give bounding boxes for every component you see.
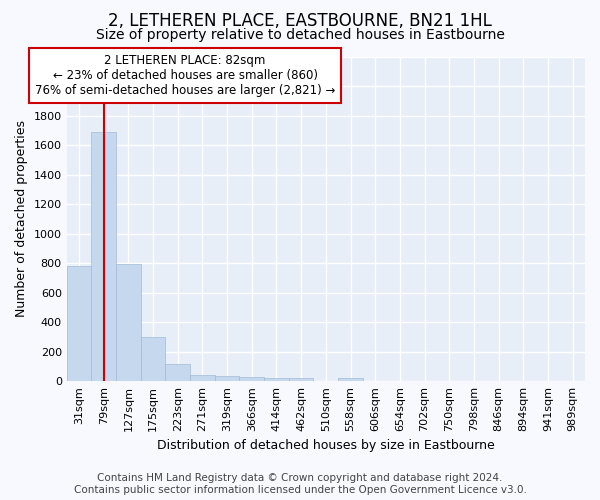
Bar [67, 266, 91, 381]
Bar [264, 378, 289, 381]
Text: 2 LETHEREN PLACE: 82sqm
← 23% of detached houses are smaller (860)
76% of semi-d: 2 LETHEREN PLACE: 82sqm ← 23% of detache… [35, 54, 335, 97]
Bar [289, 378, 313, 381]
Y-axis label: Number of detached properties: Number of detached properties [15, 120, 28, 318]
Text: Contains HM Land Registry data © Crown copyright and database right 2024.
Contai: Contains HM Land Registry data © Crown c… [74, 474, 526, 495]
Bar [190, 374, 215, 381]
Text: Size of property relative to detached houses in Eastbourne: Size of property relative to detached ho… [95, 28, 505, 42]
Bar [338, 378, 363, 381]
Bar [141, 337, 166, 381]
X-axis label: Distribution of detached houses by size in Eastbourne: Distribution of detached houses by size … [157, 440, 495, 452]
Bar [166, 364, 190, 381]
Bar [215, 376, 239, 381]
Bar [91, 132, 116, 381]
Bar [239, 377, 264, 381]
Text: 2, LETHEREN PLACE, EASTBOURNE, BN21 1HL: 2, LETHEREN PLACE, EASTBOURNE, BN21 1HL [108, 12, 492, 30]
Bar [116, 264, 141, 381]
